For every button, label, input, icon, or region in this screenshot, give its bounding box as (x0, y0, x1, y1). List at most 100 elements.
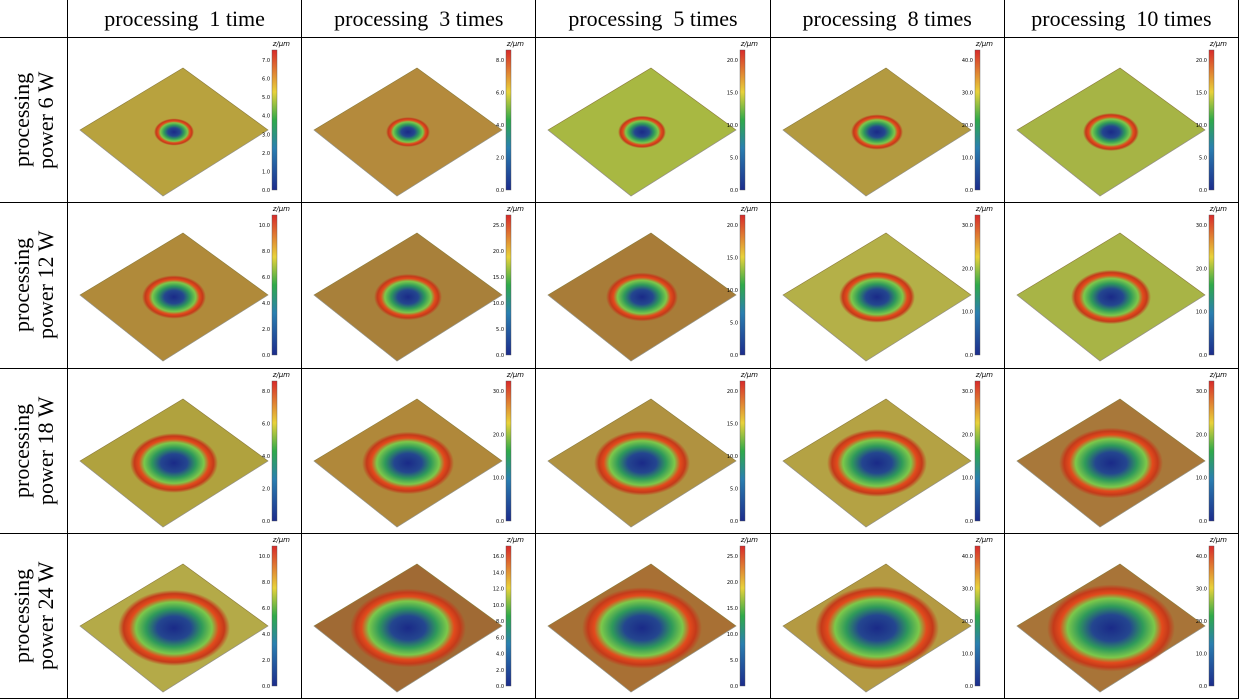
colorbar-unit: z/μm (506, 536, 524, 544)
axis-frame (79, 625, 269, 693)
colorbar-tick: 20.0 (727, 223, 738, 229)
colorbar-tick: 40.0 (961, 58, 972, 64)
row-label: processing power 18 W (0, 368, 68, 534)
colorbar-unit: z/μm (1208, 536, 1226, 544)
plot-canvas: z/μm 0.0 10.0 20.0 30.0 40.0 (782, 536, 993, 693)
colorbar-tick: 10.0 (961, 156, 972, 162)
surface-plot: z/μm 0.0 2.0 4.0 6.0 8.0 (302, 38, 537, 204)
plot-canvas: z/μm 0.0 10.0 20.0 30.0 40.0 (782, 40, 993, 197)
colorbar-tick: 3.0 (262, 132, 270, 138)
colorbar-tick: 0.0 (965, 353, 973, 359)
colorbar (740, 49, 746, 191)
colorbar-tick: 30.0 (961, 389, 972, 395)
colorbar-tick: 10.0 (493, 603, 504, 609)
colorbar-tick: 6.0 (262, 275, 270, 281)
plot-canvas: z/μm 0.0 10.0 20.0 30.0 (313, 371, 524, 527)
axis-frame (782, 294, 971, 362)
colorbar-unit: z/μm (1208, 205, 1226, 213)
colorbar (271, 380, 278, 521)
colorbar-unit: z/μm (1208, 371, 1226, 379)
crater (1082, 112, 1139, 152)
plot-canvas: z/μm 0.0 5.0 10.0 15.0 20.0 (547, 40, 759, 197)
crater (1046, 584, 1175, 672)
axis-frame (782, 129, 971, 197)
colorbar-tick: 8.0 (262, 249, 270, 255)
colorbar-tick: 10.0 (1196, 310, 1207, 316)
axis-frame (314, 294, 503, 362)
colorbar (974, 545, 980, 686)
colorbar-tick: 10.0 (259, 223, 270, 229)
colorbar-tick: 4.0 (262, 301, 270, 307)
plot-canvas: z/μm 0.0 10.0 20.0 30.0 (782, 205, 993, 362)
colorbar-tick: 6.0 (496, 91, 504, 97)
plot-canvas: z/μm 0.0 5.0 10.0 15.0 20.0 25.0 (547, 536, 759, 693)
crater (350, 588, 467, 668)
colorbar-tick: 4.0 (496, 123, 504, 129)
colorbar-tick: 10.0 (493, 301, 504, 307)
colorbar-tick: 20.0 (961, 123, 972, 129)
surface-plot: z/μm 0.0 10.0 20.0 30.0 (1004, 203, 1239, 369)
colorbar-tick: 4.0 (496, 651, 504, 657)
colorbar-tick: 0.0 (730, 188, 738, 194)
colorbar-tick: 10.0 (1196, 475, 1207, 481)
colorbar-tick: 0.0 (496, 684, 504, 690)
colorbar-unit: z/μm (740, 536, 758, 544)
row-label-text: processing power 18 W (8, 396, 58, 505)
colorbar-unit: z/μm (506, 40, 524, 48)
surface-plot: z/μm 0.0 10.0 20.0 30.0 (770, 203, 1005, 369)
colorbar-tick: 6.0 (262, 606, 270, 612)
colorbar-tick: 20.0 (727, 58, 738, 64)
crater (582, 586, 703, 669)
colorbar-tick: 0.0 (730, 353, 738, 359)
surface-plot: z/μm 0.0 2.0 4.0 6.0 8.0 10.0 12.0 14.0 16.0 (302, 533, 537, 699)
colorbar-tick: 30.0 (493, 389, 504, 395)
surface-plot: z/μm 0.0 10.0 20.0 30.0 (1004, 368, 1239, 534)
colorbar-unit: z/μm (974, 536, 992, 544)
column-header: processing 3 times (302, 0, 537, 38)
colorbar-tick: 15.0 (727, 91, 738, 97)
colorbar-tick: 0.0 (1199, 188, 1207, 194)
colorbar-tick: 10.0 (493, 475, 504, 481)
row-label-text: processing power 12 W (8, 231, 58, 340)
colorbar-tick: 0.0 (965, 188, 973, 194)
plot-canvas: z/μm 0.0 2.0 4.0 6.0 8.0 (313, 40, 524, 197)
plot-canvas: z/μm 0.0 10.0 20.0 30.0 (1016, 371, 1227, 527)
colorbar-tick: 0.0 (1199, 684, 1207, 690)
surface-plot: z/μm 0.0 10.0 20.0 30.0 (770, 368, 1005, 534)
colorbar-unit: z/μm (272, 536, 290, 544)
crater (362, 431, 455, 494)
colorbar-tick: 30.0 (961, 91, 972, 97)
colorbar-tick: 10.0 (1196, 123, 1207, 129)
colorbar-unit: z/μm (740, 371, 758, 379)
colorbar-tick: 10.0 (961, 651, 972, 657)
crater (826, 428, 927, 497)
column-header: processing 5 times (536, 0, 771, 38)
colorbar-tick: 4.0 (262, 114, 270, 120)
colorbar (974, 49, 980, 191)
axis-frame (1016, 129, 1205, 197)
plot-canvas: z/μm 0.0 10.0 20.0 30.0 (782, 371, 993, 527)
colorbar-tick: 25.0 (493, 223, 504, 229)
colorbar-tick: 15.0 (727, 256, 738, 262)
colorbar-tick: 0.0 (965, 684, 973, 690)
colorbar-unit: z/μm (974, 40, 992, 48)
plot-canvas: z/μm 0.0 1.0 2.0 3.0 4.0 5.0 6.0 7.0 (79, 40, 290, 197)
corner (0, 0, 68, 38)
crater (154, 118, 194, 146)
axis-frame (548, 460, 737, 527)
colorbar-tick: 2.0 (496, 668, 504, 674)
colorbar-tick: 0.0 (496, 353, 504, 359)
colorbar-tick: 0.0 (730, 519, 738, 525)
colorbar-tick: 5.0 (496, 327, 504, 333)
colorbar-tick: 25.0 (727, 554, 738, 560)
colorbar-tick: 10.0 (727, 632, 738, 638)
column-header: processing 8 times (770, 0, 1005, 38)
plot-canvas: z/μm 0.0 2.0 4.0 6.0 8.0 10.0 12.0 14.0 16.0 (313, 536, 524, 693)
plot-canvas: z/μm 0.0 5.0 10.0 15.0 20.0 (547, 205, 759, 362)
colorbar-tick: 5.0 (1199, 156, 1207, 162)
colorbar (505, 380, 512, 521)
colorbar-tick: 0.0 (730, 684, 738, 690)
surface-plot: z/μm 0.0 2.0 4.0 6.0 8.0 10.0 (68, 533, 303, 699)
colorbar-tick: 2.0 (262, 327, 270, 333)
plot-canvas: z/μm 0.0 5.0 10.0 15.0 20.0 (1016, 40, 1227, 197)
